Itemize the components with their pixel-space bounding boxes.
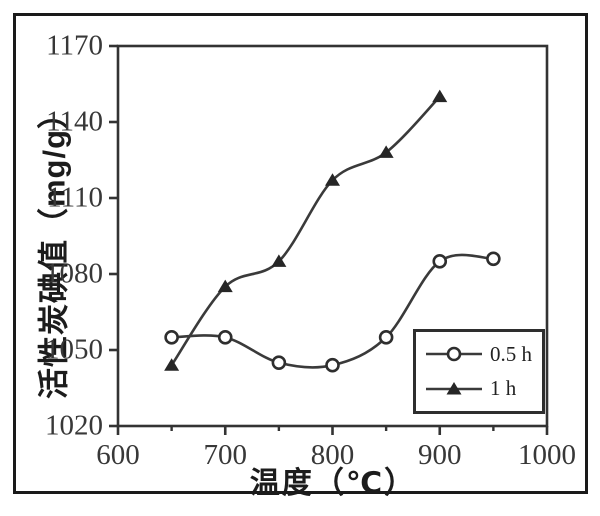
x-tick-label: 600 [96,439,140,471]
y-tick-label: 1020 [45,409,103,442]
data-point-circle [486,251,501,267]
legend: 0.5 h 1 h [413,329,545,414]
legend-label: 1 h [490,376,517,401]
x-axis-title: 温度（℃） [249,467,417,500]
y-tick-label: 1110 [47,181,103,214]
data-point-triangle [378,145,394,158]
series-line-1h [170,95,442,367]
data-point-triangle [271,254,287,267]
filled-triangle-marker-icon [426,381,482,395]
data-point-circle [325,357,340,373]
y-tick-label: 1170 [46,29,103,62]
data-point-triangle [325,173,340,186]
data-point-circle [378,330,394,345]
data-point-triangle [432,89,448,103]
legend-item-1h: 1 h [425,376,542,401]
data-point-circle [164,330,179,345]
x-tick-label: 800 [310,439,355,471]
open-circle-marker-icon [426,346,482,362]
y-tick-label: 1080 [45,257,103,290]
data-point-circle [432,254,448,269]
legend-item-0.5h: 0.5 h [425,342,542,367]
y-tick-label: 1050 [45,333,103,366]
y-tick-label: 1140 [46,105,103,138]
x-tick-label: 700 [203,439,248,471]
data-point-triangle [217,279,233,293]
legend-label: 0.5 h [490,341,532,366]
data-point-circle [217,330,233,345]
x-tick-label: 1000 [518,439,576,471]
data-point-triangle [164,358,180,371]
data-point-circle [271,355,287,370]
x-tick-label: 900 [418,439,462,471]
